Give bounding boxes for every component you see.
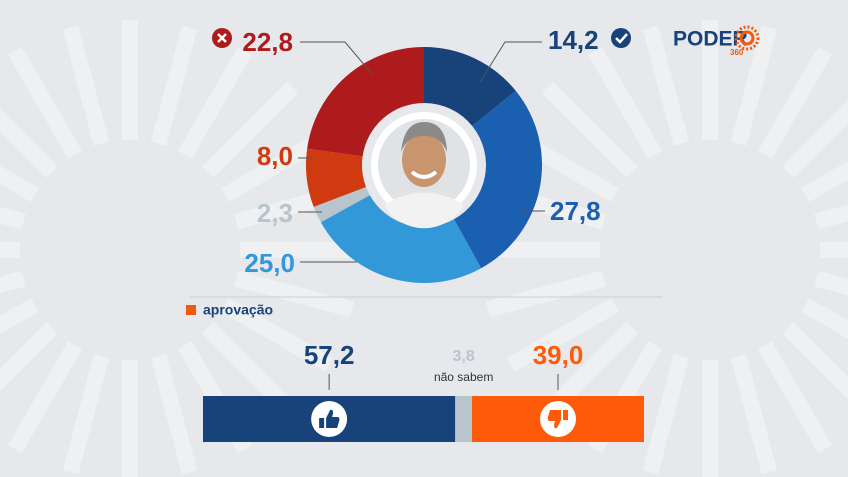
ray <box>0 322 58 392</box>
ray <box>221 298 334 372</box>
ray <box>758 46 832 159</box>
ray <box>642 354 690 475</box>
logo-text: PODER <box>673 28 748 51</box>
approve-icon <box>611 28 631 48</box>
icon-part <box>319 418 325 428</box>
logo-sun <box>734 25 760 51</box>
ray <box>730 25 778 146</box>
leader-line <box>479 41 542 83</box>
value-label: 8,0 <box>257 141 293 171</box>
ray <box>801 298 848 339</box>
donut-slice <box>424 47 516 127</box>
ray <box>202 81 299 178</box>
ray <box>588 46 662 159</box>
leader-line <box>300 41 373 75</box>
icon-part <box>326 409 340 428</box>
value-label: 25,0 <box>244 248 295 278</box>
value-label: 2,3 <box>257 198 293 228</box>
ray <box>0 165 39 202</box>
ray <box>178 46 252 159</box>
logo-number: 360 <box>730 48 744 57</box>
ray <box>485 270 606 318</box>
ray <box>814 204 848 230</box>
donut-slice <box>307 47 424 157</box>
thumbs-up-icon <box>319 409 340 428</box>
photo <box>371 112 477 229</box>
legend-label: aprovação <box>203 302 273 318</box>
thumbs-down-icon <box>547 410 569 429</box>
ray <box>541 81 638 178</box>
ray <box>150 25 198 146</box>
donut: 14,2 27,8 25,0 2,3 8,0 22,8 <box>242 25 601 284</box>
ray <box>506 298 619 372</box>
icon-part <box>563 410 569 420</box>
legend-swatch <box>186 305 196 315</box>
ray <box>814 270 848 296</box>
approval-bar: 57,2 3,8 não sabem 39,0 <box>203 340 644 442</box>
ray <box>758 341 832 454</box>
ray <box>730 354 778 475</box>
ray <box>234 270 355 318</box>
value-label: 14,2 <box>548 25 599 55</box>
value-label: 22,8 <box>242 27 293 57</box>
ray <box>8 341 82 454</box>
ray <box>0 298 39 335</box>
value-label: 39,0 <box>533 340 584 370</box>
donut-slice <box>454 90 542 269</box>
value-label: 3,8 <box>453 348 475 365</box>
ray <box>782 322 848 400</box>
ray <box>782 100 848 178</box>
ray <box>0 108 58 178</box>
ray <box>642 25 690 146</box>
ray <box>8 46 82 159</box>
ray <box>0 270 26 294</box>
ray <box>62 25 110 146</box>
donut-slice <box>306 148 367 207</box>
donut-slice <box>320 195 482 284</box>
ray <box>150 354 198 475</box>
icon-part <box>547 410 562 429</box>
ray <box>0 206 26 230</box>
legend: aprovação <box>186 302 273 318</box>
value-label: 27,8 <box>550 196 601 226</box>
ray <box>62 354 110 475</box>
ray <box>801 161 848 202</box>
bar-segment <box>455 396 473 442</box>
value-label: 57,2 <box>304 340 355 370</box>
donut-slice <box>313 186 370 223</box>
segment-label: não sabem <box>434 370 493 384</box>
reject-icon <box>212 28 232 48</box>
